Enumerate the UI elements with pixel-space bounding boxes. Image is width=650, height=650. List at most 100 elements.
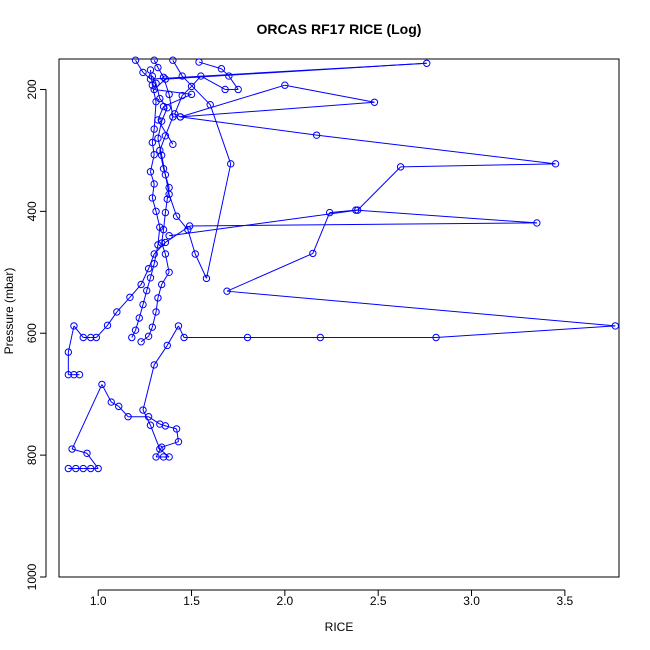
data-point — [79, 464, 87, 473]
series-line-segment — [180, 101, 375, 118]
data-point — [144, 332, 153, 340]
series-line-segment — [148, 253, 155, 269]
x-tick-label: 3.5 — [557, 594, 574, 608]
series-line-segment — [161, 229, 165, 244]
data-point — [312, 131, 321, 139]
data-point — [172, 212, 181, 220]
y-tick-label: 200 — [25, 79, 39, 99]
data-point — [154, 134, 162, 142]
series-line-segment — [151, 197, 157, 212]
data-point — [113, 308, 121, 316]
y-tick-label: 1000 — [25, 563, 39, 590]
data-point — [217, 65, 226, 73]
series-line-segment — [149, 171, 155, 185]
y-tick-label: 600 — [25, 323, 39, 343]
data-point — [165, 232, 173, 240]
data-point — [157, 443, 166, 451]
data-point — [146, 421, 155, 429]
data-point — [152, 453, 160, 461]
data-point — [176, 113, 185, 121]
data-point — [223, 287, 231, 295]
series-line-segment — [180, 116, 317, 136]
y-axis: 200 400 600 800 1000 — [25, 79, 47, 590]
data-point — [234, 85, 242, 94]
series-line-segment — [142, 364, 155, 411]
series-line-segment — [95, 324, 108, 338]
series-line-segment — [73, 325, 84, 338]
series-line-segment — [153, 345, 168, 366]
data-point — [195, 58, 203, 66]
data-point — [309, 249, 317, 258]
data-point — [281, 81, 289, 89]
series-line-segment — [200, 75, 226, 90]
data-point — [150, 361, 158, 369]
data-point — [150, 260, 158, 268]
data-point — [161, 75, 170, 83]
data-series — [64, 206, 619, 473]
data-point — [64, 370, 73, 379]
data-point — [131, 326, 140, 334]
data-point — [169, 140, 177, 149]
data-point — [432, 333, 440, 342]
series-line-segment — [161, 242, 166, 255]
data-point — [159, 102, 168, 111]
series-line-segment — [284, 84, 375, 103]
x-tick-label: 1.0 — [90, 594, 107, 608]
data-point — [370, 98, 379, 106]
data-point — [146, 168, 155, 176]
series-line-segment — [165, 425, 177, 430]
series-line-segment — [155, 211, 161, 228]
data-series — [148, 56, 235, 283]
data-point — [144, 413, 153, 421]
data-point — [202, 274, 211, 283]
series-line-segment — [67, 325, 75, 353]
series-line-segment — [135, 59, 144, 73]
series-line-segment — [198, 61, 222, 70]
series-line-segment — [153, 101, 157, 130]
data-point — [172, 425, 181, 433]
data-point — [316, 333, 325, 342]
data-point — [191, 250, 199, 258]
series-line-segment — [180, 84, 286, 118]
data-point — [64, 464, 73, 473]
data-point — [180, 333, 188, 342]
data-point — [148, 194, 157, 202]
x-tick-label: 1.5 — [183, 594, 200, 608]
x-axis: 1.0 1.5 2.0 2.5 3.0 3.5 — [90, 589, 574, 608]
data-point — [157, 151, 166, 159]
series-line-segment — [150, 425, 161, 450]
data-point — [174, 438, 183, 446]
data-point — [139, 406, 147, 414]
data-point — [70, 370, 78, 379]
series-line-segment — [151, 183, 155, 199]
data-point — [161, 250, 170, 258]
series-line-segment — [157, 284, 163, 299]
data-point — [124, 413, 132, 421]
data-point — [243, 333, 252, 342]
data-series-group — [64, 56, 619, 473]
series-line-segment — [176, 428, 179, 442]
series-line-segment — [168, 94, 174, 117]
data-point — [159, 453, 168, 461]
data-point — [154, 63, 162, 72]
series-line-segment — [357, 166, 401, 211]
series-line-segment — [148, 326, 153, 337]
x-tick-label: 2.5 — [370, 594, 387, 608]
data-point — [225, 72, 233, 80]
series-line-segment — [205, 163, 232, 279]
series-line-segment — [111, 401, 119, 407]
data-point — [150, 250, 158, 258]
series-line-segment — [155, 83, 161, 99]
series-line-segment — [228, 75, 239, 90]
series-line-segment — [149, 263, 155, 278]
data-point — [148, 323, 157, 331]
data-point — [126, 293, 134, 301]
data-point — [156, 445, 164, 453]
data-point — [353, 206, 362, 214]
data-point — [87, 464, 95, 473]
data-point — [131, 56, 140, 64]
series-line-segment — [153, 59, 159, 68]
data-point — [98, 380, 106, 389]
data-point — [139, 68, 147, 77]
